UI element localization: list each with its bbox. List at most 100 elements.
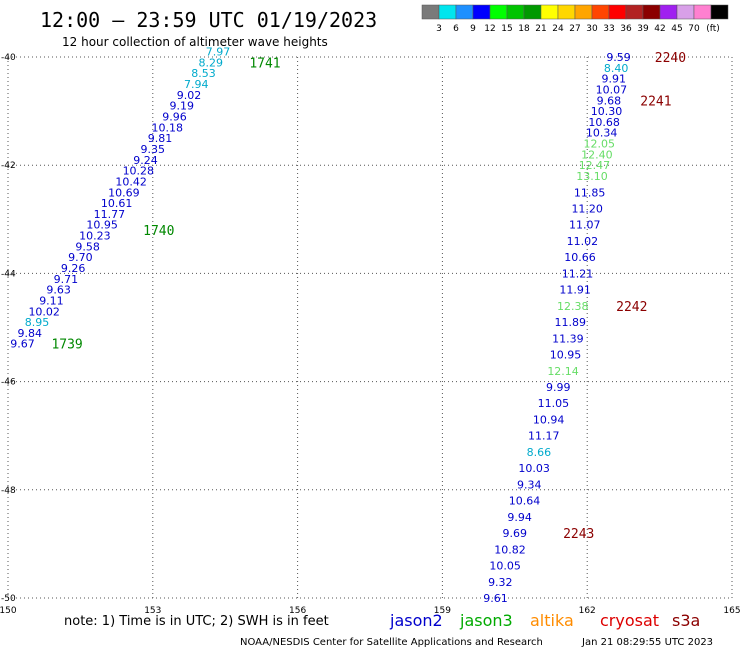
grid (7, 56, 733, 599)
wave-height-label: 9.99 (546, 381, 571, 394)
legend-jason2: jason2 (389, 611, 443, 630)
wave-height-label: 10.03 (518, 462, 550, 475)
wave-height-label: 10.95 (86, 219, 118, 232)
colorbar-tick: 30 (586, 24, 598, 34)
wave-height-label: 10.23 (79, 230, 111, 243)
wave-height-label: 9.96 (162, 111, 187, 124)
y-tick-label: -50 (1, 594, 16, 604)
y-tick-label: -44 (1, 269, 16, 279)
data-points: 7.978.298.537.949.029.199.9610.189.819.3… (10, 46, 631, 605)
wave-height-label: 12.40 (581, 148, 613, 161)
colorbar-tick: 33 (603, 24, 614, 34)
y-tick-label: -40 (1, 53, 16, 63)
colorbar-tick: 15 (501, 24, 512, 34)
time-label: 1740 (143, 224, 174, 239)
footer-note: note: 1) Time is in UTC; 2) SWH is in fe… (64, 614, 329, 629)
colorbar-tick: 39 (637, 24, 649, 34)
wave-height-label: 9.67 (10, 338, 35, 351)
colorbar-swatch (455, 4, 474, 20)
time-label: 1741 (249, 56, 280, 71)
wave-height-label: 10.61 (101, 197, 133, 210)
wave-height-label: 10.69 (108, 186, 140, 199)
wave-height-label: 11.20 (571, 202, 603, 215)
wave-height-label: 9.32 (488, 576, 513, 589)
colorbar-tick: 6 (453, 24, 459, 34)
wave-height-label: 11.39 (552, 332, 584, 345)
wave-height-label: 11.17 (528, 430, 560, 443)
chart-title: 12:00 – 23:59 UTC 01/19/2023 (40, 8, 377, 32)
wave-height-label: 8.66 (527, 446, 552, 459)
chart-subtitle: 12 hour collection of altimeter wave hei… (62, 35, 328, 49)
wave-height-label: 9.68 (597, 94, 622, 107)
wave-height-label: 9.63 (46, 284, 71, 297)
wave-height-label: 11.77 (94, 208, 126, 221)
colorbar-swatch (506, 4, 525, 20)
wave-height-label: 9.71 (54, 273, 79, 286)
colorbar-tick: 3 (436, 24, 442, 34)
wave-height-label: 9.26 (61, 262, 86, 275)
time-label: 2243 (563, 527, 594, 542)
wave-height-label: 10.94 (533, 413, 565, 426)
wave-height-label: 10.95 (550, 349, 582, 362)
footer-credit: NOAA/NESDIS Center for Satellite Applica… (240, 637, 543, 648)
colorbar-tick: 21 (535, 24, 546, 34)
wave-height-label: 8.40 (604, 62, 629, 75)
time-label: 2241 (640, 94, 671, 109)
wave-height-label: 9.81 (148, 132, 173, 145)
time-label: 2240 (655, 51, 686, 66)
colorbar: 3 6 9 12 15 18 21 24 27 30 33 36 39 42 45 70 (ft) (421, 4, 729, 34)
wave-height-label: 12.47 (579, 159, 611, 172)
colorbar-swatch (676, 4, 695, 20)
wave-height-label: 10.18 (152, 121, 184, 134)
legend-jason3: jason3 (459, 611, 513, 630)
wave-height-label: 11.07 (569, 219, 601, 232)
colorbar-tick: 70 (688, 24, 700, 34)
wave-height-label: 13.10 (576, 170, 608, 183)
wave-height-label: 8.29 (198, 56, 223, 69)
colorbar-tick: 42 (654, 24, 665, 34)
wave-height-label: 9.02 (177, 89, 202, 102)
wave-height-label: 8.53 (191, 67, 216, 80)
wave-height-label: 9.34 (517, 478, 542, 491)
wave-height-label: 10.05 (489, 560, 521, 573)
colorbar-tick: 12 (484, 24, 495, 34)
y-tick-label: -46 (1, 378, 16, 388)
colorbar-swatch (523, 4, 542, 20)
legend-s3a: s3a (672, 611, 700, 630)
wave-height-label: 9.35 (141, 143, 166, 156)
time-label: 2242 (616, 300, 647, 315)
colorbar-swatch (421, 4, 440, 20)
colorbar-tick: 36 (620, 24, 632, 34)
x-tick-label: 159 (434, 606, 451, 616)
y-tick-label: -42 (1, 161, 16, 171)
wave-height-label: 10.68 (588, 116, 620, 129)
wave-height-label: 9.24 (133, 154, 158, 167)
colorbar-swatch (659, 4, 678, 20)
wave-height-label: 9.11 (39, 294, 64, 307)
wave-height-label: 9.19 (170, 100, 195, 113)
colorbar-swatch (608, 4, 627, 20)
wave-height-label: 11.05 (538, 397, 570, 410)
wave-height-label: 11.21 (562, 267, 594, 280)
y-tick-label: -48 (1, 486, 16, 496)
wave-height-label: 7.97 (206, 46, 231, 59)
colorbar-tick: 9 (470, 24, 476, 34)
wave-height-label: 10.28 (123, 165, 155, 178)
legend-altika: altika (530, 611, 574, 630)
colorbar-swatch (540, 4, 559, 20)
wave-height-label: 9.84 (17, 327, 42, 340)
colorbar-tick: 45 (671, 24, 682, 34)
wave-height-label: 10.34 (586, 127, 618, 140)
x-tick-label: 153 (144, 606, 161, 616)
wave-height-label: 9.94 (507, 511, 532, 524)
wave-height-label: 11.89 (555, 316, 587, 329)
colorbar-swatch (693, 4, 712, 20)
wave-height-label: 10.66 (564, 251, 596, 264)
colorbar-swatch (489, 4, 508, 20)
colorbar-swatch (438, 4, 457, 20)
colorbar-swatch (574, 4, 593, 20)
legend: jason2 jason3 altika cryosat s3a (389, 611, 700, 630)
wave-height-label: 10.82 (494, 543, 526, 556)
colorbar-swatch (557, 4, 576, 20)
